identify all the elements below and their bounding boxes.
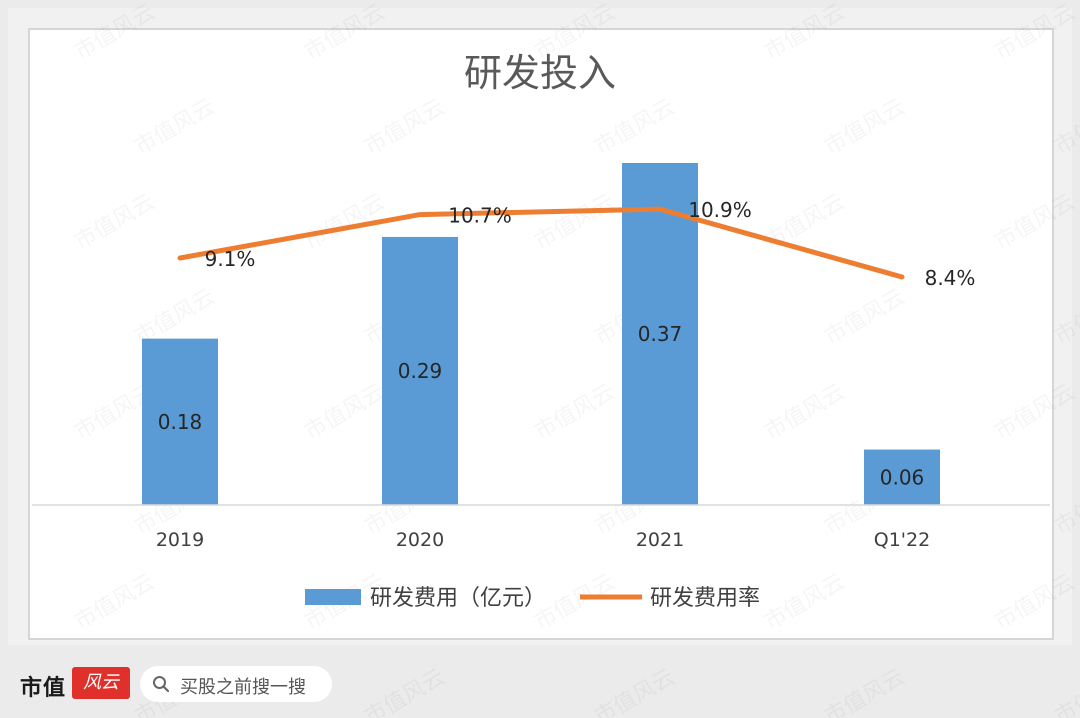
legend: 研发费用（亿元） 研发费用率 [305, 586, 760, 611]
brand-name: 市值 [20, 676, 67, 701]
search-button[interactable]: 买股之前搜一搜 [140, 666, 332, 702]
line-data-label: 8.4% [925, 266, 976, 290]
line-data-label: 9.1% [205, 247, 256, 271]
search-text: 买股之前搜一搜 [180, 677, 306, 698]
bar [622, 163, 698, 505]
line-data-label: 10.9% [688, 198, 752, 222]
brand-logo: 风云 [72, 667, 130, 699]
bar-data-label: 0.06 [880, 465, 925, 489]
line-layer: 9.1% 10.7% 10.9% 8.4% [177, 198, 976, 290]
legend-swatch-bar [305, 589, 361, 605]
footer: 市值 风云 买股之前搜一搜 [0, 650, 1080, 718]
x-tick-label: 2021 [636, 529, 684, 551]
chart-title: 研发投入 [464, 51, 616, 95]
watermark-layer: 市值风云市值风云市值风云市值风云市值风云市值风云市值风云市值风云市值风云市值风云… [71, 0, 1080, 718]
bar [864, 449, 940, 505]
bar-data-label: 0.18 [158, 410, 203, 434]
bar-data-label: 0.37 [638, 322, 683, 346]
x-tick-label: Q1'22 [874, 529, 930, 551]
bar [142, 338, 218, 505]
x-tick-label: 2020 [396, 529, 444, 551]
legend-label-line: 研发费用率 [650, 586, 760, 611]
bars-layer: 0.18 0.29 0.37 0.06 [142, 163, 940, 505]
bar [382, 236, 458, 505]
x-ticks: 2019 2020 2021 Q1'22 [156, 529, 930, 551]
x-tick-label: 2019 [156, 529, 204, 551]
search-icon [153, 676, 170, 693]
line-data-label: 10.7% [448, 204, 512, 228]
bar-data-label: 0.29 [398, 359, 443, 383]
legend-label-bar: 研发费用（亿元） [370, 586, 546, 611]
chart-card [28, 28, 1054, 640]
rate-line [177, 206, 905, 280]
